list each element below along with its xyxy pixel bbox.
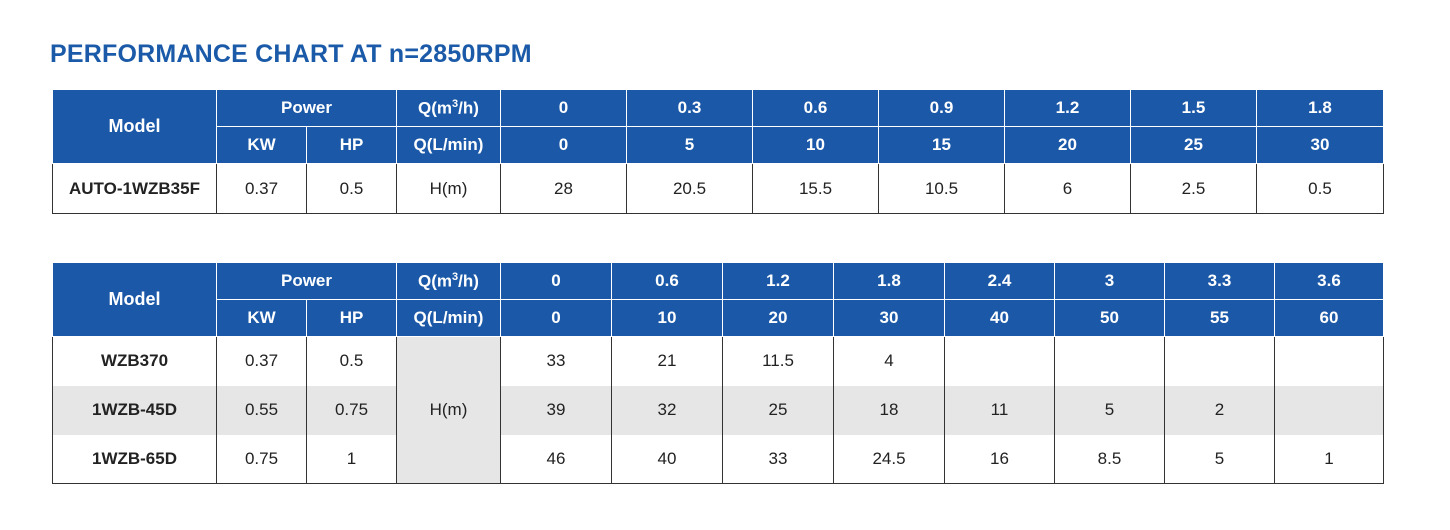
head-value (1274, 336, 1384, 386)
head-value: 33 (722, 434, 834, 484)
head-value: 16 (944, 434, 1055, 484)
flow-lmin-value: 60 (1274, 299, 1384, 337)
model-header: Model (52, 262, 217, 337)
flow-lmin-label: Q(L/min) (396, 299, 501, 337)
flow-m3h-value: 1.2 (722, 262, 834, 300)
flow-lmin-value: 0 (500, 299, 612, 337)
head-value: 6 (1004, 163, 1131, 214)
kw-value: 0.37 (216, 163, 307, 214)
model-header: Model (52, 89, 217, 164)
power-header: Power (216, 89, 397, 127)
head-value: 4 (833, 336, 945, 386)
flow-lmin-value: 10 (752, 126, 879, 164)
flow-lmin-value: 0 (500, 126, 627, 164)
kw-header: KW (216, 299, 307, 337)
flow-m3h-value: 1.8 (833, 262, 945, 300)
hp-value: 0.5 (306, 336, 397, 386)
flow-m3h-label: Q(m3/h) (396, 262, 501, 300)
flow-lmin-value: 5 (626, 126, 753, 164)
table-row: WZB370 0.37 0.5 H(m) 33 21 11.5 4 (52, 336, 1384, 484)
flow-lmin-value: 50 (1054, 299, 1165, 337)
flow-m3h-value: 0.6 (752, 89, 879, 127)
flow-lmin-value: 40 (944, 299, 1055, 337)
hp-header: HP (306, 126, 397, 164)
head-value: 20.5 (626, 163, 753, 214)
kw-header: KW (216, 126, 307, 164)
kw-value: 0.37 (216, 336, 307, 386)
flow-lmin-label: Q(L/min) (396, 126, 501, 164)
head-value: 8.5 (1054, 434, 1165, 484)
table-row: 1WZB-45D 0.55 0.75 39 32 25 18 11 5 2 (52, 385, 1384, 435)
performance-table-2: Model Power Q(m3/h) 0 0.6 1.2 1.8 2.4 3 … (52, 262, 1384, 484)
head-value: 0.5 (1256, 163, 1384, 214)
head-unit-label: H(m) (396, 336, 501, 484)
flow-m3h-value: 0 (500, 89, 627, 127)
hp-header: HP (306, 299, 397, 337)
head-value: 32 (611, 385, 723, 435)
head-value: 11 (944, 385, 1055, 435)
head-value: 24.5 (833, 434, 945, 484)
head-value (944, 336, 1055, 386)
table-row: AUTO-1WZB35F 0.37 0.5 H(m) 28 20.5 15.5 … (52, 163, 1384, 214)
flow-m3h-label: Q(m3/h) (396, 89, 501, 127)
table-row: 1WZB-65D 0.75 1 46 40 33 24.5 16 8.5 5 1 (52, 434, 1384, 484)
flow-m3h-value: 1.8 (1256, 89, 1384, 127)
performance-table-1: Model Power Q(m3/h) 0 0.3 0.6 0.9 1.2 1.… (52, 89, 1384, 214)
hp-value: 0.75 (306, 385, 397, 435)
head-value: 11.5 (722, 336, 834, 386)
head-value: 46 (500, 434, 612, 484)
head-value: 2.5 (1130, 163, 1257, 214)
flow-m3h-value: 3.6 (1274, 262, 1384, 300)
head-value: 18 (833, 385, 945, 435)
flow-lmin-value: 20 (722, 299, 834, 337)
head-value: 28 (500, 163, 627, 214)
flow-lmin-value: 55 (1164, 299, 1275, 337)
flow-m3h-value: 0.3 (626, 89, 753, 127)
flow-lmin-value: 30 (833, 299, 945, 337)
flow-lmin-value: 30 (1256, 126, 1384, 164)
model-name: AUTO-1WZB35F (52, 163, 217, 214)
head-unit-label: H(m) (396, 163, 501, 214)
flow-m3h-value: 0 (500, 262, 612, 300)
hp-value: 1 (306, 434, 397, 484)
flow-m3h-value: 3.3 (1164, 262, 1275, 300)
flow-m3h-value: 1.2 (1004, 89, 1131, 127)
head-value: 1 (1274, 434, 1384, 484)
head-value: 21 (611, 336, 723, 386)
model-name: 1WZB-65D (52, 434, 217, 484)
kw-value: 0.55 (216, 385, 307, 435)
head-value: 33 (500, 336, 612, 386)
page-title: PERFORMANCE CHART AT n=2850RPM (50, 40, 532, 68)
head-value: 15.5 (752, 163, 879, 214)
flow-m3h-value: 0.9 (878, 89, 1005, 127)
flow-m3h-value: 1.5 (1130, 89, 1257, 127)
flow-m3h-value: 0.6 (611, 262, 723, 300)
flow-lmin-value: 20 (1004, 126, 1131, 164)
head-value: 2 (1164, 385, 1275, 435)
head-value: 10.5 (878, 163, 1005, 214)
head-value (1164, 336, 1275, 386)
head-value: 5 (1054, 385, 1165, 435)
head-value: 25 (722, 385, 834, 435)
kw-value: 0.75 (216, 434, 307, 484)
flow-lmin-value: 10 (611, 299, 723, 337)
head-value (1054, 336, 1165, 386)
power-header: Power (216, 262, 397, 300)
head-value (1274, 385, 1384, 435)
head-value: 39 (500, 385, 612, 435)
hp-value: 0.5 (306, 163, 397, 214)
model-name: 1WZB-45D (52, 385, 217, 435)
flow-m3h-value: 3 (1054, 262, 1165, 300)
flow-lmin-value: 15 (878, 126, 1005, 164)
head-value: 5 (1164, 434, 1275, 484)
flow-m3h-value: 2.4 (944, 262, 1055, 300)
flow-lmin-value: 25 (1130, 126, 1257, 164)
head-value: 40 (611, 434, 723, 484)
model-name: WZB370 (52, 336, 217, 386)
